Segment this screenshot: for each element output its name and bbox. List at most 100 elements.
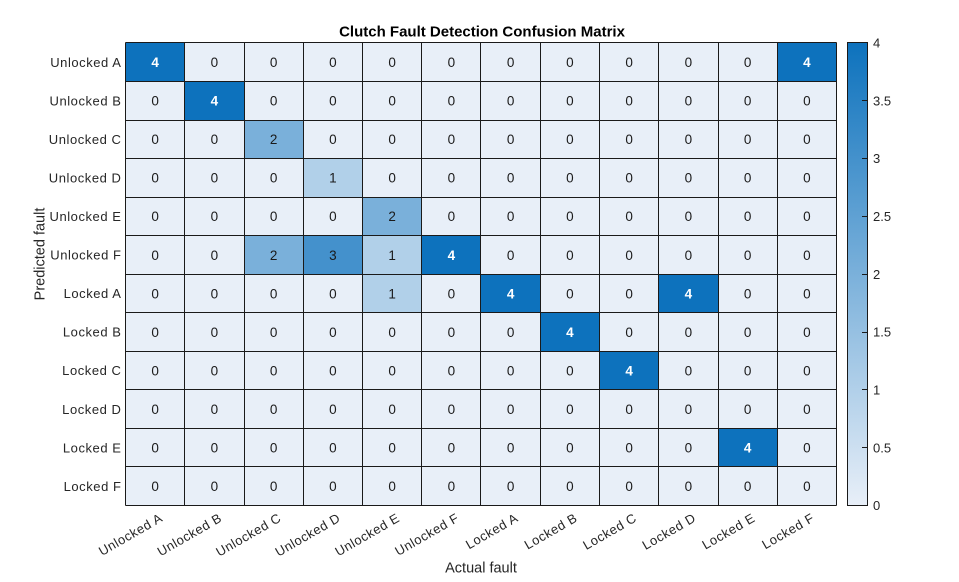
svg-text:2.5: 2.5 <box>873 209 891 224</box>
svg-text:0: 0 <box>151 248 159 263</box>
svg-text:0: 0 <box>507 479 515 494</box>
svg-text:0: 0 <box>507 402 515 417</box>
svg-text:Locked F: Locked F <box>64 479 122 494</box>
svg-text:0: 0 <box>448 325 456 340</box>
svg-text:0: 0 <box>270 402 278 417</box>
svg-text:0: 0 <box>211 286 219 301</box>
svg-text:4: 4 <box>566 325 574 340</box>
svg-text:0: 0 <box>388 440 396 455</box>
svg-text:0: 0 <box>685 479 693 494</box>
svg-text:Predicted fault: Predicted fault <box>33 208 49 301</box>
svg-text:4: 4 <box>448 248 456 263</box>
svg-text:0: 0 <box>329 132 337 147</box>
svg-text:0: 0 <box>625 325 633 340</box>
svg-text:Locked F: Locked F <box>759 510 817 552</box>
svg-text:0: 0 <box>507 132 515 147</box>
svg-text:0: 0 <box>625 440 633 455</box>
svg-text:0: 0 <box>625 132 633 147</box>
svg-text:0: 0 <box>388 94 396 109</box>
svg-text:0: 0 <box>448 94 456 109</box>
svg-text:4: 4 <box>507 286 515 301</box>
svg-text:0: 0 <box>151 209 159 224</box>
svg-text:0: 0 <box>507 94 515 109</box>
svg-text:0: 0 <box>744 171 752 186</box>
svg-text:0: 0 <box>744 325 752 340</box>
svg-text:0: 0 <box>211 248 219 263</box>
svg-text:Unlocked C: Unlocked C <box>49 132 122 147</box>
svg-text:0: 0 <box>566 286 574 301</box>
svg-text:4: 4 <box>803 55 811 70</box>
svg-text:0: 0 <box>803 132 811 147</box>
svg-text:0: 0 <box>566 363 574 378</box>
svg-text:0: 0 <box>151 479 159 494</box>
svg-text:4: 4 <box>151 55 159 70</box>
svg-text:Locked C: Locked C <box>62 363 121 378</box>
svg-text:3: 3 <box>873 151 880 166</box>
svg-text:0: 0 <box>211 325 219 340</box>
svg-text:0: 0 <box>566 171 574 186</box>
svg-text:0: 0 <box>270 479 278 494</box>
svg-text:0: 0 <box>388 55 396 70</box>
svg-text:Locked A: Locked A <box>463 510 521 552</box>
svg-text:Locked D: Locked D <box>62 402 121 417</box>
svg-text:0: 0 <box>151 286 159 301</box>
svg-text:0: 0 <box>744 94 752 109</box>
svg-text:0: 0 <box>744 402 752 417</box>
svg-text:0: 0 <box>685 55 693 70</box>
svg-text:0: 0 <box>211 55 219 70</box>
svg-text:0: 0 <box>744 363 752 378</box>
svg-text:0: 0 <box>685 209 693 224</box>
svg-text:4: 4 <box>873 36 880 51</box>
svg-text:0: 0 <box>566 209 574 224</box>
svg-text:3.5: 3.5 <box>873 93 891 108</box>
svg-text:0: 0 <box>448 440 456 455</box>
svg-text:0: 0 <box>329 440 337 455</box>
svg-text:0: 0 <box>211 363 219 378</box>
svg-text:Unlocked E: Unlocked E <box>332 510 402 559</box>
svg-text:1: 1 <box>329 171 337 186</box>
svg-text:2: 2 <box>270 248 278 263</box>
svg-text:Locked E: Locked E <box>63 440 122 455</box>
svg-text:2: 2 <box>270 132 278 147</box>
svg-text:0: 0 <box>329 209 337 224</box>
svg-text:0: 0 <box>803 440 811 455</box>
svg-text:0: 0 <box>566 440 574 455</box>
svg-text:0: 0 <box>388 325 396 340</box>
svg-text:0: 0 <box>625 55 633 70</box>
svg-text:0: 0 <box>803 286 811 301</box>
svg-text:1: 1 <box>388 286 396 301</box>
svg-text:0: 0 <box>211 171 219 186</box>
svg-text:2: 2 <box>873 267 880 282</box>
svg-text:0: 0 <box>873 498 880 513</box>
svg-text:0: 0 <box>448 132 456 147</box>
svg-text:0: 0 <box>744 286 752 301</box>
svg-text:0: 0 <box>270 363 278 378</box>
svg-text:0: 0 <box>507 55 515 70</box>
svg-text:0: 0 <box>329 286 337 301</box>
svg-text:0: 0 <box>803 479 811 494</box>
svg-text:Unlocked D: Unlocked D <box>49 171 122 186</box>
svg-text:0: 0 <box>507 209 515 224</box>
svg-text:0: 0 <box>329 363 337 378</box>
svg-text:0: 0 <box>803 363 811 378</box>
svg-text:0: 0 <box>151 132 159 147</box>
svg-text:0: 0 <box>625 248 633 263</box>
svg-text:Locked D: Locked D <box>640 510 699 553</box>
svg-text:Unlocked B: Unlocked B <box>50 93 122 108</box>
svg-text:4: 4 <box>211 94 219 109</box>
svg-text:0: 0 <box>388 132 396 147</box>
svg-text:Unlocked F: Unlocked F <box>50 248 121 263</box>
svg-text:3: 3 <box>329 248 337 263</box>
svg-text:0: 0 <box>329 94 337 109</box>
svg-text:4: 4 <box>685 286 693 301</box>
svg-text:0: 0 <box>448 209 456 224</box>
svg-text:0: 0 <box>685 94 693 109</box>
svg-text:0: 0 <box>448 286 456 301</box>
svg-text:0: 0 <box>685 363 693 378</box>
svg-text:0: 0 <box>448 402 456 417</box>
svg-text:0: 0 <box>685 440 693 455</box>
svg-text:0: 0 <box>211 402 219 417</box>
svg-text:0.5: 0.5 <box>873 440 891 455</box>
svg-text:0: 0 <box>448 171 456 186</box>
svg-text:0: 0 <box>625 402 633 417</box>
